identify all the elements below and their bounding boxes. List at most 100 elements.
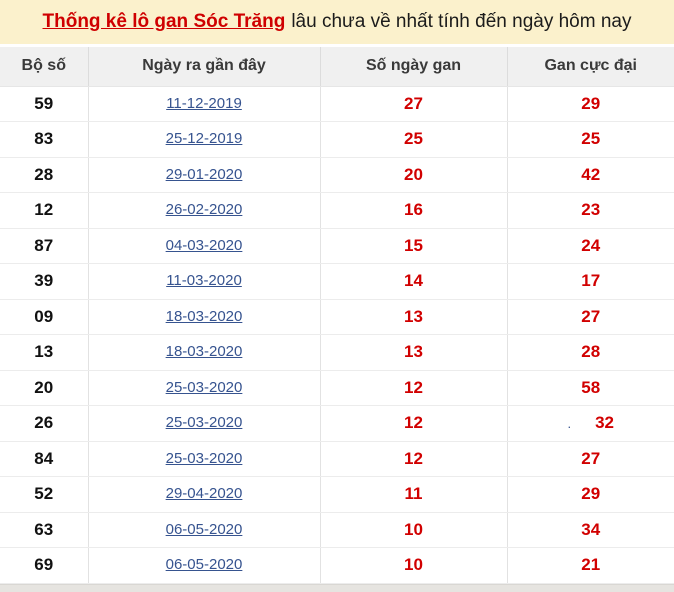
date-link[interactable]: 06-05-2020	[165, 520, 243, 538]
cell-bo-so: 84	[0, 441, 89, 477]
date-link[interactable]: 18-03-2020	[165, 307, 243, 325]
gan-cuc-dai-value: 42	[581, 164, 601, 184]
cell-bo-so: 63	[0, 512, 89, 548]
gan-cuc-dai-value: 34	[581, 519, 601, 539]
cell-bo-so: 69	[0, 547, 89, 584]
gan-cuc-dai-value: 58	[581, 377, 601, 397]
cell-gan-cuc-dai: 42	[507, 157, 674, 193]
cell-ngay-ra: 04-03-2020	[88, 228, 321, 264]
gan-cuc-dai-value: 32	[595, 413, 615, 433]
cell-ngay-ra: 29-04-2020	[88, 476, 321, 513]
bo-so-value: 87	[34, 235, 54, 255]
gan-cuc-dai-value: 29	[581, 93, 601, 113]
bo-so-value: 09	[34, 306, 54, 326]
lo-gan-table: Bộ số Ngày ra gần đây Số ngày gan Gan cự…	[0, 47, 674, 584]
cell-gan-cuc-dai: 21	[507, 547, 674, 584]
date-link[interactable]: 04-03-2020	[165, 236, 243, 254]
cell-gan-cuc-dai: 34	[507, 512, 674, 548]
title-link[interactable]: Thống kê lô gan Sóc Trăng	[42, 11, 286, 32]
bo-so-value: 13	[34, 342, 54, 362]
cell-gan-cuc-dai: . 32	[507, 405, 674, 442]
bo-so-value: 39	[34, 271, 54, 291]
table-row: 52 29-04-2020 11 29	[0, 476, 674, 513]
cell-ngay-ra: 06-05-2020	[88, 512, 321, 548]
cell-so-ngay-gan: 12	[320, 405, 508, 442]
stray-dot: .	[567, 416, 572, 432]
date-link[interactable]: 29-04-2020	[165, 485, 243, 503]
date-link[interactable]: 25-03-2020	[165, 449, 243, 467]
so-ngay-gan-value: 10	[404, 555, 423, 575]
table-row: 69 06-05-2020 10 21	[0, 547, 674, 584]
gan-cuc-dai-value: 29	[581, 484, 601, 504]
so-ngay-gan-value: 25	[404, 129, 423, 149]
col-header-ngay-ra-gan-day: Ngày ra gần đây	[88, 47, 321, 87]
date-link[interactable]: 25-03-2020	[165, 378, 243, 396]
cell-bo-so: 12	[0, 192, 89, 229]
gan-cuc-dai-value: 23	[581, 200, 601, 220]
date-link[interactable]: 11-03-2020	[166, 272, 242, 290]
cell-gan-cuc-dai: 27	[507, 441, 674, 477]
cell-so-ngay-gan: 13	[320, 334, 508, 371]
cell-bo-so: 26	[0, 405, 89, 442]
cell-gan-cuc-dai: 25	[507, 121, 674, 158]
bo-so-value: 83	[34, 129, 54, 149]
cell-ngay-ra: 26-02-2020	[88, 192, 321, 229]
cell-bo-so: 83	[0, 121, 89, 158]
date-link[interactable]: 26-02-2020	[165, 201, 243, 219]
bo-so-value: 59	[34, 93, 54, 113]
cell-ngay-ra: 25-03-2020	[88, 370, 321, 406]
cell-ngay-ra: 11-03-2020	[88, 263, 321, 300]
cell-gan-cuc-dai: 27	[507, 299, 674, 335]
table-row: 13 18-03-2020 13 28	[0, 334, 674, 371]
so-ngay-gan-value: 12	[404, 413, 423, 433]
cell-ngay-ra: 25-12-2019	[88, 121, 321, 158]
table-row: 84 25-03-2020 12 27	[0, 441, 674, 477]
date-link[interactable]: 25-03-2020	[165, 414, 243, 432]
cell-so-ngay-gan: 10	[320, 547, 508, 584]
so-ngay-gan-value: 15	[404, 235, 423, 255]
cell-gan-cuc-dai: 58	[507, 370, 674, 406]
col-header-bo-so: Bộ số	[0, 47, 89, 87]
so-ngay-gan-value: 11	[404, 484, 423, 504]
table-header-row: Bộ số Ngày ra gần đây Số ngày gan Gan cự…	[0, 47, 674, 87]
cell-so-ngay-gan: 10	[320, 512, 508, 548]
table-row: 09 18-03-2020 13 27	[0, 299, 674, 335]
date-link[interactable]: 06-05-2020	[165, 556, 243, 574]
date-link[interactable]: 18-03-2020	[165, 343, 243, 361]
cell-gan-cuc-dai: 23	[507, 192, 674, 229]
cell-ngay-ra: 29-01-2020	[88, 157, 321, 193]
bo-so-value: 28	[34, 164, 54, 184]
bo-so-value: 84	[34, 448, 54, 468]
cell-so-ngay-gan: 25	[320, 121, 508, 158]
cell-gan-cuc-dai: 24	[507, 228, 674, 264]
date-link[interactable]: 29-01-2020	[165, 165, 243, 183]
bo-so-value: 26	[34, 413, 54, 433]
so-ngay-gan-value: 16	[404, 200, 423, 220]
cell-so-ngay-gan: 13	[320, 299, 508, 335]
bo-so-value: 63	[34, 519, 54, 539]
col-header-so-ngay-gan: Số ngày gan	[320, 47, 508, 87]
cell-so-ngay-gan: 14	[320, 263, 508, 300]
cell-bo-so: 13	[0, 334, 89, 371]
table-row: 28 29-01-2020 20 42	[0, 157, 674, 193]
cell-so-ngay-gan: 20	[320, 157, 508, 193]
table-row: 20 25-03-2020 12 58	[0, 370, 674, 406]
cell-bo-so: 20	[0, 370, 89, 406]
date-link[interactable]: 25-12-2019	[165, 130, 243, 148]
cell-gan-cuc-dai: 29	[507, 476, 674, 513]
bo-so-value: 69	[34, 555, 54, 575]
gan-cuc-dai-value: 21	[581, 555, 601, 575]
bottom-strip	[0, 583, 674, 592]
cell-ngay-ra: 06-05-2020	[88, 547, 321, 584]
so-ngay-gan-value: 27	[404, 93, 423, 113]
date-link[interactable]: 11-12-2019	[166, 94, 242, 112]
table-row: 12 26-02-2020 16 23	[0, 192, 674, 229]
cell-bo-so: 59	[0, 86, 89, 122]
table-row: 63 06-05-2020 10 34	[0, 512, 674, 548]
page-title: Thống kê lô gan Sóc Trăng lâu chưa về nh…	[0, 0, 674, 44]
cell-ngay-ra: 25-03-2020	[88, 405, 321, 442]
cell-so-ngay-gan: 11	[320, 476, 508, 513]
gan-cuc-dai-value: 27	[581, 306, 601, 326]
so-ngay-gan-value: 13	[404, 306, 423, 326]
col-header-gan-cuc-dai: Gan cực đại	[507, 47, 674, 87]
